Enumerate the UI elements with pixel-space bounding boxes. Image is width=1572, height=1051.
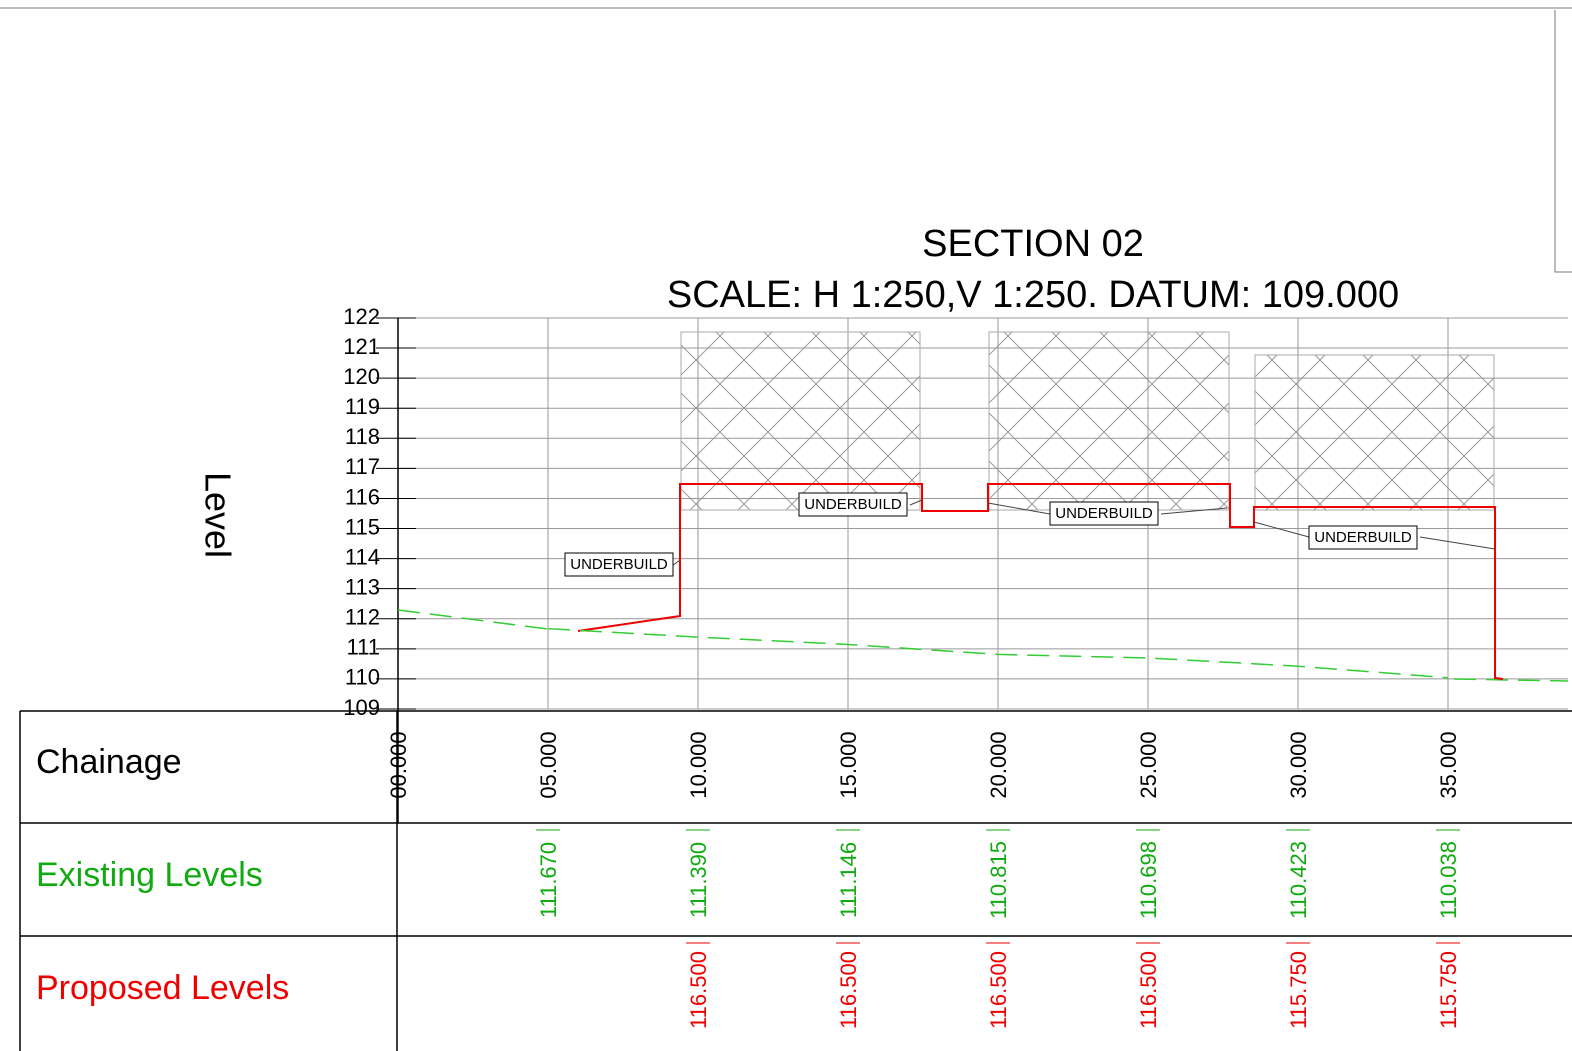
proposed-line xyxy=(577,483,1504,680)
annotation: UNDERBUILD xyxy=(570,556,668,573)
tick-label: 111 xyxy=(347,635,380,660)
label-box xyxy=(798,492,908,517)
existing-level: 111.390 xyxy=(686,842,711,918)
existing-line xyxy=(547,627,1449,679)
annotation: UNDERBUILD xyxy=(804,496,902,513)
existing-level: 111.146 xyxy=(836,842,861,918)
chainage: 30.000 xyxy=(1286,731,1311,798)
tick-label: 116 xyxy=(345,484,380,509)
tick-label: 114 xyxy=(345,544,380,569)
label-box xyxy=(1308,525,1418,550)
annotation: UNDERBUILD xyxy=(1314,529,1412,546)
axis-label: Level xyxy=(197,472,238,558)
tick-label: 109 xyxy=(343,695,380,720)
chainage: 05.000 xyxy=(536,731,561,798)
existing-level: 110.423 xyxy=(1286,841,1311,919)
annotation: UNDERBUILD xyxy=(1055,505,1153,522)
hatch xyxy=(1254,354,1495,511)
row-label: Existing Levels xyxy=(36,856,263,894)
proposed-level: 115.750 xyxy=(1286,951,1311,1029)
existing-level: 110.815 xyxy=(986,841,1011,919)
subtitle: SCALE: H 1:250,V 1:250. DATUM: 109.000 xyxy=(667,274,1399,316)
proposed-level: 116.500 xyxy=(836,951,861,1029)
tick-label: 117 xyxy=(345,454,380,479)
chainage: 25.000 xyxy=(1136,731,1161,798)
tick-label: 115 xyxy=(345,514,380,539)
proposed-level: 115.750 xyxy=(1436,951,1461,1029)
table-text: 00.000 05.000 10.000 15.000 20.000 25.000 30.0… xyxy=(36,731,1461,1029)
tick-label: 110 xyxy=(345,665,380,690)
existing-level: 110.038 xyxy=(1436,841,1461,919)
tick-label: 118 xyxy=(345,424,380,449)
leaders xyxy=(671,499,1496,567)
chainage: 10.000 xyxy=(686,731,711,798)
chainage: 15.000 xyxy=(836,731,861,798)
tick-label: 119 xyxy=(345,394,380,419)
table xyxy=(19,710,1572,1051)
existing-level: 111.670 xyxy=(536,842,561,918)
tick-label: 113 xyxy=(345,574,380,599)
chainage: 20.000 xyxy=(986,731,1011,798)
row-label: Proposed Levels xyxy=(36,969,289,1007)
label-box xyxy=(564,552,674,577)
label-box xyxy=(1049,501,1159,526)
proposed-level: 116.500 xyxy=(686,951,711,1029)
annotations: UNDERBUILD UNDERBUILD UNDERBUILD UNDERBUILD xyxy=(564,492,1418,577)
tick-label: 120 xyxy=(343,364,380,389)
proposed-level: 116.500 xyxy=(986,951,1011,1029)
existing-level: 110.698 xyxy=(1136,841,1161,919)
title: SECTION 02 xyxy=(922,223,1144,265)
tick-label: 122 xyxy=(343,304,380,329)
hatch xyxy=(988,331,1230,511)
proposed-level: 116.500 xyxy=(1136,951,1161,1029)
tick-label: 112 xyxy=(345,605,380,630)
chainage: 35.000 xyxy=(1436,731,1461,798)
existing-line xyxy=(1453,678,1569,682)
row-label: Chainage xyxy=(36,743,182,781)
hatch xyxy=(680,331,921,511)
existing-line xyxy=(397,609,549,630)
chainage: 00.000 xyxy=(386,731,411,798)
tick-label: 121 xyxy=(343,334,380,359)
frame xyxy=(1554,10,1572,273)
